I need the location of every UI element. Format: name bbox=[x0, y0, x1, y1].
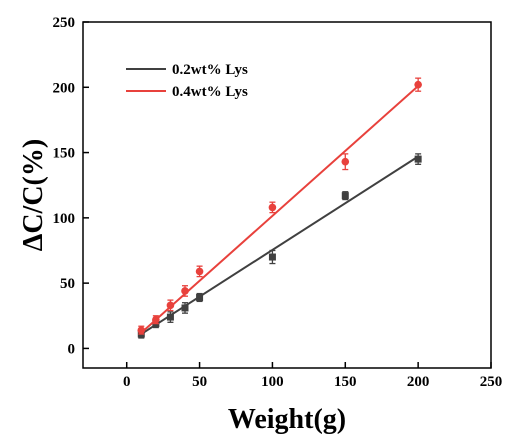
y-tick-label: 0 bbox=[68, 341, 76, 357]
series-layer bbox=[137, 77, 422, 339]
data-point bbox=[166, 301, 175, 310]
data-point bbox=[268, 253, 276, 261]
data-point bbox=[195, 267, 204, 276]
y-tick-label: 200 bbox=[53, 80, 76, 96]
data-point bbox=[341, 157, 350, 166]
x-tick-label: 100 bbox=[261, 374, 284, 390]
data-point bbox=[268, 203, 277, 212]
y-tick-label: 50 bbox=[60, 276, 75, 292]
data-point bbox=[181, 304, 189, 312]
x-axis-title: Weight(g) bbox=[228, 404, 346, 434]
data-point bbox=[137, 326, 146, 334]
y-tick-label: 100 bbox=[53, 211, 76, 227]
data-point bbox=[152, 315, 160, 324]
plot-frame bbox=[82, 21, 492, 369]
legend: 0.2wt% Lys 0.4wt% Lys bbox=[126, 62, 248, 100]
y-axis-title: ΔC/C(%) bbox=[18, 139, 49, 251]
y-tick-label: 150 bbox=[53, 146, 76, 162]
data-point bbox=[414, 80, 422, 89]
y-tick-label: 250 bbox=[53, 15, 76, 31]
data-point bbox=[166, 313, 174, 321]
ticks: 0 50 100 150 200 250 0 50 100 150 200 250 bbox=[53, 15, 503, 390]
legend-label: 0.2wt% Lys bbox=[172, 62, 248, 78]
data-point bbox=[181, 287, 189, 295]
data-point bbox=[414, 155, 422, 163]
x-tick-label: 0 bbox=[123, 374, 131, 390]
data-point bbox=[341, 192, 349, 200]
x-tick-label: 150 bbox=[334, 374, 357, 390]
data-point bbox=[196, 293, 204, 301]
x-tick-label: 50 bbox=[192, 374, 207, 390]
x-tick-label: 200 bbox=[407, 374, 430, 390]
x-tick-label: 250 bbox=[480, 374, 503, 390]
legend-label: 0.4wt% Lys bbox=[172, 84, 248, 100]
